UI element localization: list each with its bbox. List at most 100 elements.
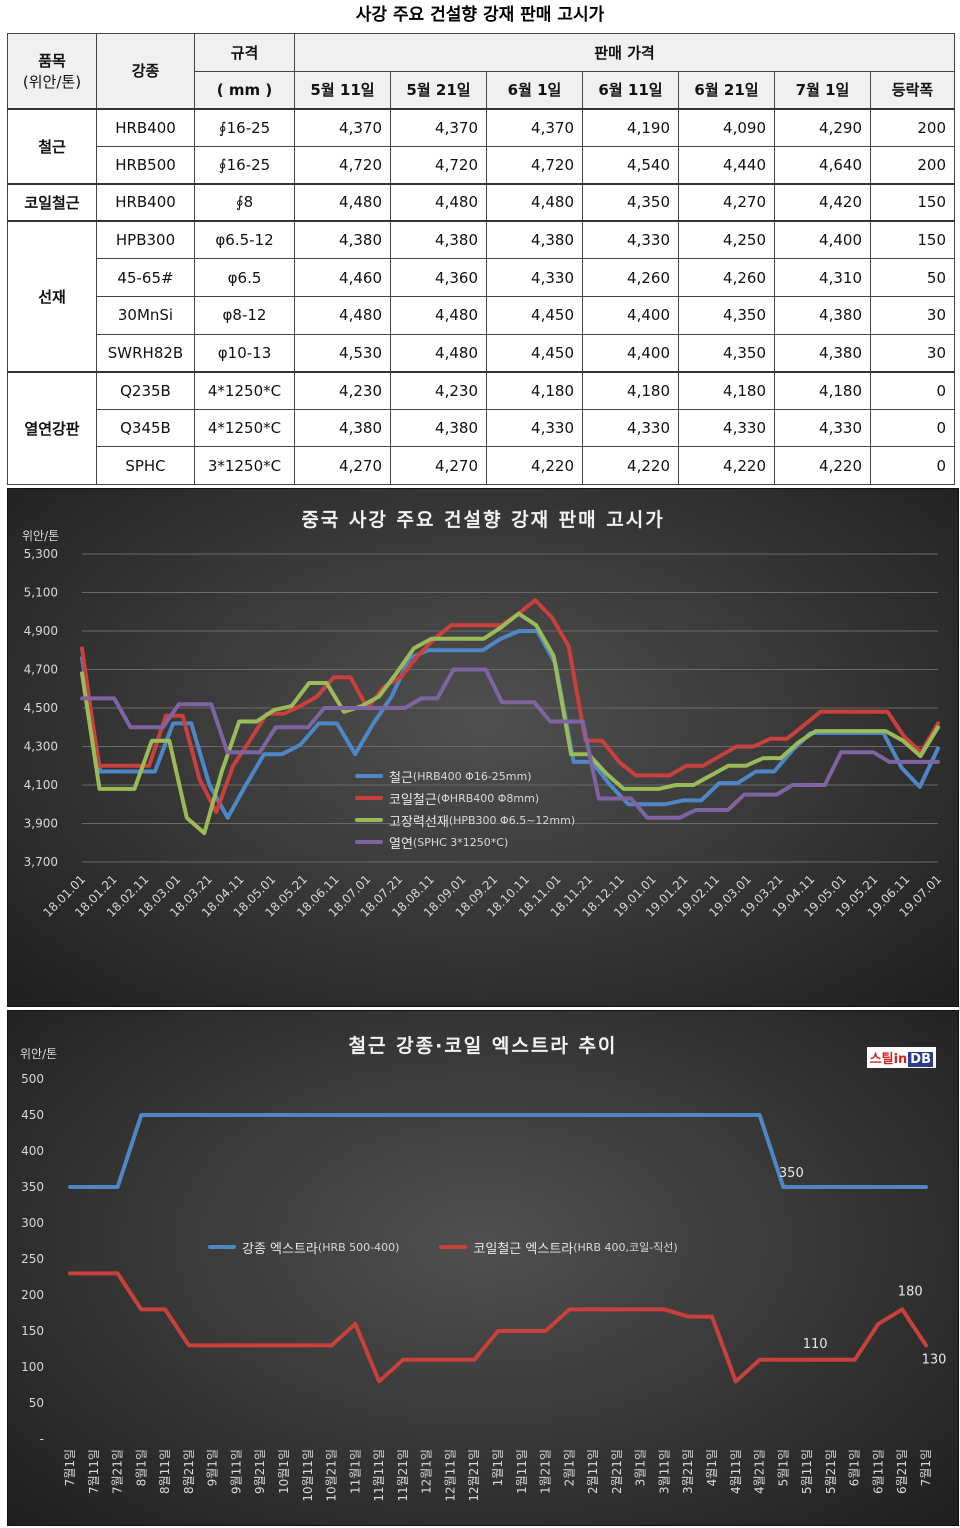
y-tick-label: 3,900 — [24, 817, 58, 831]
x-tick-label: 10월1일 — [277, 1449, 291, 1494]
header-item-label: 품목 — [38, 51, 66, 70]
grade-cell: 45-65# — [96, 258, 195, 297]
y-tick-label: 150 — [21, 1324, 44, 1338]
price-cell: 4,480 — [390, 295, 487, 335]
price-cell: 4,720 — [486, 145, 583, 185]
spec-cell: ∮16-25 — [194, 145, 295, 185]
price-cell: 4,720 — [294, 145, 391, 185]
y-tick-label: 4,900 — [24, 624, 58, 638]
y-tick-label: 3,700 — [24, 855, 58, 869]
y-tick-label: 5,100 — [24, 586, 58, 600]
x-tick-label: 12월11일 — [443, 1449, 457, 1502]
x-tick-label: 9월11일 — [229, 1449, 243, 1494]
price-cell: 4,480 — [294, 295, 391, 335]
spec-cell: φ6.5-12 — [194, 220, 295, 260]
price-cell: 4,370 — [486, 107, 583, 147]
x-tick-label: 5월11일 — [800, 1449, 814, 1494]
price-cell: 4,480 — [486, 182, 583, 222]
price-cell: 4,180 — [582, 370, 679, 410]
y-tick-label: 300 — [21, 1216, 44, 1230]
price-cell: 4,190 — [582, 107, 679, 147]
header-item: 품목 (위안/톤) — [7, 33, 97, 109]
legend-detail: (HRB400 Φ16-25mm) — [412, 769, 532, 783]
price-cell: 4,480 — [294, 182, 391, 222]
legend-entry: 열연 (SPHC 3*1250*C) — [355, 831, 575, 853]
price-cell: 4,270 — [390, 446, 487, 485]
grade-cell: HRB400 — [96, 107, 195, 147]
table-row: HRB500 ∮16-25 4,720 4,720 4,720 4,540 4,440 4,6… — [8, 145, 955, 185]
price-cell: 4,440 — [678, 145, 775, 185]
legend-label: 강종 엑스트라 — [242, 1241, 318, 1257]
legend-detail: (HPB300 Φ6.5~12mm) — [448, 813, 576, 827]
series-line — [80, 611, 940, 836]
price-cell: 4,330 — [774, 408, 871, 448]
price-cell: 30 — [870, 295, 955, 335]
price-cell: 4,330 — [582, 220, 679, 260]
table-row: SPHC 3*1250*C 4,270 4,270 4,220 4,220 4,220 4,2… — [8, 446, 955, 485]
price-cell: 4,180 — [678, 370, 775, 410]
y-tick-label: 4,100 — [24, 778, 58, 792]
price-cell: 4,400 — [582, 333, 679, 373]
category-cell: 코일철근 — [7, 182, 97, 222]
x-tick-label: 5월21일 — [824, 1449, 838, 1494]
price-cell: 4,480 — [390, 333, 487, 373]
spec-cell: φ6.5 — [194, 258, 295, 297]
price-table: 품목 (위안/톤) 강종 규격 판매 가격( mm ) 5월 11일 5월 21일 6월 1일… — [7, 33, 955, 485]
x-tick-label: 5월1일 — [776, 1449, 790, 1486]
header-spec: 규격 — [194, 33, 295, 72]
chart-legend: 철근 (HRB400 Φ16-25mm) 코일철근 (ΦHRB400 Φ8mm) 고… — [355, 765, 575, 853]
legend-entry: 강종 엑스트라 (HRB 500-400) — [208, 1236, 399, 1258]
price-cell: 4,370 — [294, 107, 391, 147]
price-cell: 4,540 — [582, 145, 679, 185]
y-tick-label: 350 — [21, 1180, 44, 1194]
table-row: 철근 HRB400 ∮16-25 4,370 4,370 4,370 4,190 4,090 4… — [7, 107, 955, 185]
price-cell: 4,330 — [486, 258, 583, 297]
price-cell: 4,230 — [390, 370, 487, 410]
price-cell: 0 — [870, 408, 955, 448]
series-line — [80, 667, 940, 820]
price-cell: 4,290 — [774, 107, 871, 147]
price-cell: 4,480 — [390, 182, 487, 222]
price-cell: 4,330 — [582, 408, 679, 448]
y-tick-label: 50 — [29, 1396, 44, 1410]
legend-entry: 고장력선재 (HPB300 Φ6.5~12mm) — [355, 809, 575, 831]
header-date: 6월 21일 — [678, 71, 775, 109]
price-cell: 4,270 — [294, 446, 391, 485]
table-row: 열연강판 Q235B 4*1250*C 4,230 4,230 4,180 4,180 4,1… — [7, 370, 955, 485]
price-cell: 4,420 — [774, 182, 871, 222]
header-grade: 강종 — [96, 33, 195, 109]
price-cell: 150 — [870, 182, 955, 222]
series-line — [68, 1113, 928, 1189]
y-axis-unit: 위안/톤 — [20, 1047, 58, 1061]
grade-cell: SWRH82B — [96, 333, 195, 373]
x-tick-label: 6월21일 — [895, 1449, 909, 1494]
legend-entry: 코일철근 (ΦHRB400 Φ8mm) — [355, 787, 575, 809]
table-row: 45-65# φ6.5 4,460 4,360 4,330 4,260 4,260 4,310… — [8, 258, 955, 297]
price-cell: 4,380 — [774, 333, 871, 373]
legend-swatch — [355, 796, 383, 800]
x-tick-label: 7월1일 — [63, 1449, 77, 1486]
steelin-db-logo: 스틸in DB — [866, 1047, 936, 1068]
price-cell: 4,330 — [486, 408, 583, 448]
legend-label: 고장력선재 — [389, 814, 449, 830]
price-cell: 4,350 — [678, 333, 775, 373]
table-row: 선재 HPB300 φ6.5-12 4,380 4,380 4,380 4,330 4,250… — [7, 220, 955, 373]
header-date: 6월 11일 — [582, 71, 679, 109]
x-tick-label: 3월21일 — [681, 1449, 695, 1494]
chart-extra-trend: 철근 강종·코일 엑스트라 추이 위안/톤 스틸in DB - 50 100 150 20… — [7, 1010, 959, 1526]
x-tick-label: 9월21일 — [253, 1449, 267, 1494]
spec-cell: ∮16-25 — [194, 107, 295, 147]
price-cell: 4,180 — [774, 370, 871, 410]
header-date: 등락폭 — [870, 71, 955, 109]
spec-cell: 3*1250*C — [194, 446, 295, 485]
legend-detail: (HRB 400,코일-직선) — [573, 1241, 678, 1254]
x-tick-label: 4월21일 — [753, 1449, 767, 1494]
header-date: 7월 1일 — [774, 71, 871, 109]
x-tick-label: 8월1일 — [134, 1449, 148, 1486]
price-cell: 4,270 — [678, 182, 775, 222]
price-cell: 4,090 — [678, 107, 775, 147]
price-cell: 4,380 — [390, 220, 487, 260]
header-date: 6월 1일 — [486, 71, 583, 109]
legend-swatch — [355, 840, 383, 844]
y-tick-label: 250 — [21, 1252, 44, 1266]
